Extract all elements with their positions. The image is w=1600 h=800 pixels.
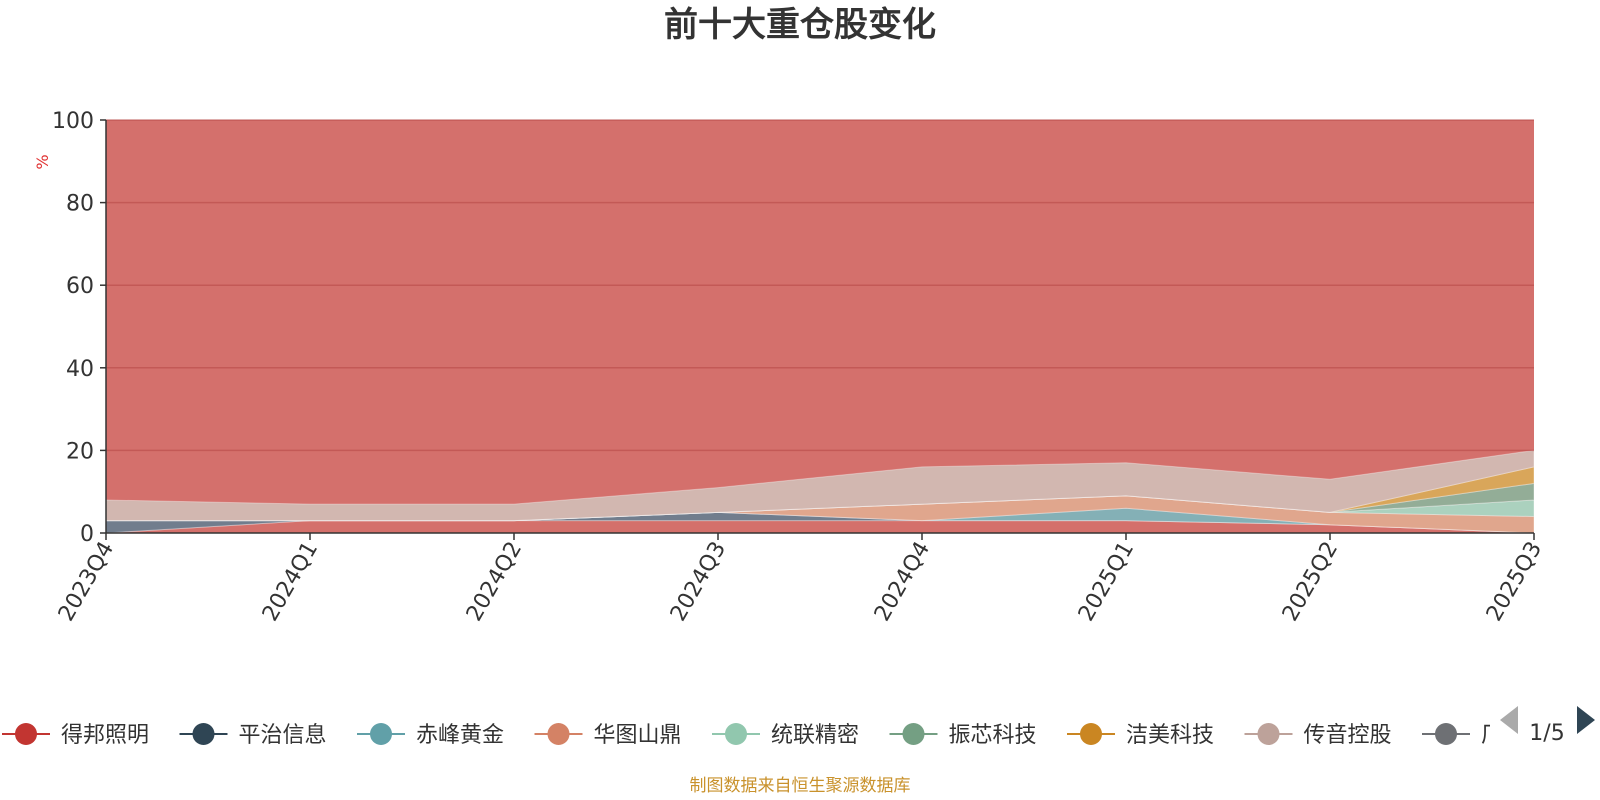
legend-items: 得邦照明 平治信息 赤峰黄金 华图山鼎 统联精密 振芯科技 洁美科技 传音控股 厂 xyxy=(2,723,1503,748)
legend-item[interactable]: 得邦照明 xyxy=(2,723,149,748)
legend-label: 华图山鼎 xyxy=(594,723,682,748)
legend-item[interactable]: 传音控股 xyxy=(1244,723,1392,748)
legend-item[interactable]: 厂 xyxy=(1422,723,1503,748)
legend-marker-icon xyxy=(192,723,215,745)
legend-label: 统联精密 xyxy=(771,723,859,748)
gridlines xyxy=(106,119,1534,452)
legend-item[interactable]: 赤峰黄金 xyxy=(357,723,504,748)
legend-marker-icon xyxy=(725,723,747,745)
legend-next-page-icon[interactable] xyxy=(1577,706,1595,734)
x-tick-label: 2025Q1 xyxy=(1074,538,1139,626)
legend-label: 厂 xyxy=(1481,723,1503,748)
y-tick-label: 80 xyxy=(66,192,94,217)
legend-label: 得邦照明 xyxy=(61,723,149,748)
legend-marker-icon xyxy=(902,723,925,745)
x-tick-label: 2023Q4 xyxy=(54,538,119,626)
chart-title: 前十大重仓股变化 xyxy=(664,5,936,45)
legend: 得邦照明 平治信息 赤峰黄金 华图山鼎 统联精密 振芯科技 洁美科技 传音控股 厂 xyxy=(2,723,1503,748)
legend-item[interactable]: 统联精密 xyxy=(712,723,859,748)
legend-marker-icon xyxy=(1257,723,1280,745)
legend-marker-icon xyxy=(15,723,37,745)
y-tick-label: 20 xyxy=(66,439,94,464)
plot-area xyxy=(105,120,1535,534)
legend-label: 振芯科技 xyxy=(949,723,1037,748)
y-tick-label: 0 xyxy=(80,522,94,547)
legend-label: 洁美科技 xyxy=(1126,723,1214,748)
x-tick-label: 2025Q3 xyxy=(1482,538,1547,626)
legend-item[interactable]: 洁美科技 xyxy=(1067,723,1214,748)
legend-label: 赤峰黄金 xyxy=(416,723,504,748)
legend-marker-icon xyxy=(547,723,570,745)
legend-pager: 1/5 xyxy=(1500,706,1595,746)
legend-prev-page-icon[interactable] xyxy=(1500,706,1518,734)
y-tick-label: 100 xyxy=(52,109,94,134)
x-tick-label: 2025Q2 xyxy=(1278,538,1343,626)
source-footer: 制图数据来自恒生聚源数据库 xyxy=(690,776,911,796)
series-area-8 xyxy=(105,449,1535,522)
y-tick-label: 40 xyxy=(66,357,94,382)
legend-marker-icon xyxy=(1080,723,1102,745)
x-tick-label: 2024Q1 xyxy=(258,538,323,626)
legend-marker-icon xyxy=(1435,723,1457,745)
y-axis-unit-label: % xyxy=(33,154,52,169)
x-tick-label: 2024Q3 xyxy=(666,538,731,626)
legend-label: 传音控股 xyxy=(1304,723,1392,748)
legend-marker-icon xyxy=(370,723,392,745)
legend-item[interactable]: 振芯科技 xyxy=(889,723,1037,748)
x-tick-label: 2024Q2 xyxy=(462,538,527,626)
y-tick-label: 60 xyxy=(66,274,94,299)
legend-item[interactable]: 华图山鼎 xyxy=(534,723,682,748)
x-tick-label: 2024Q4 xyxy=(870,538,935,626)
legend-label: 平治信息 xyxy=(239,723,327,748)
legend-page-indicator: 1/5 xyxy=(1529,721,1564,746)
plot-background xyxy=(106,120,1534,533)
legend-item[interactable]: 平治信息 xyxy=(179,723,327,748)
